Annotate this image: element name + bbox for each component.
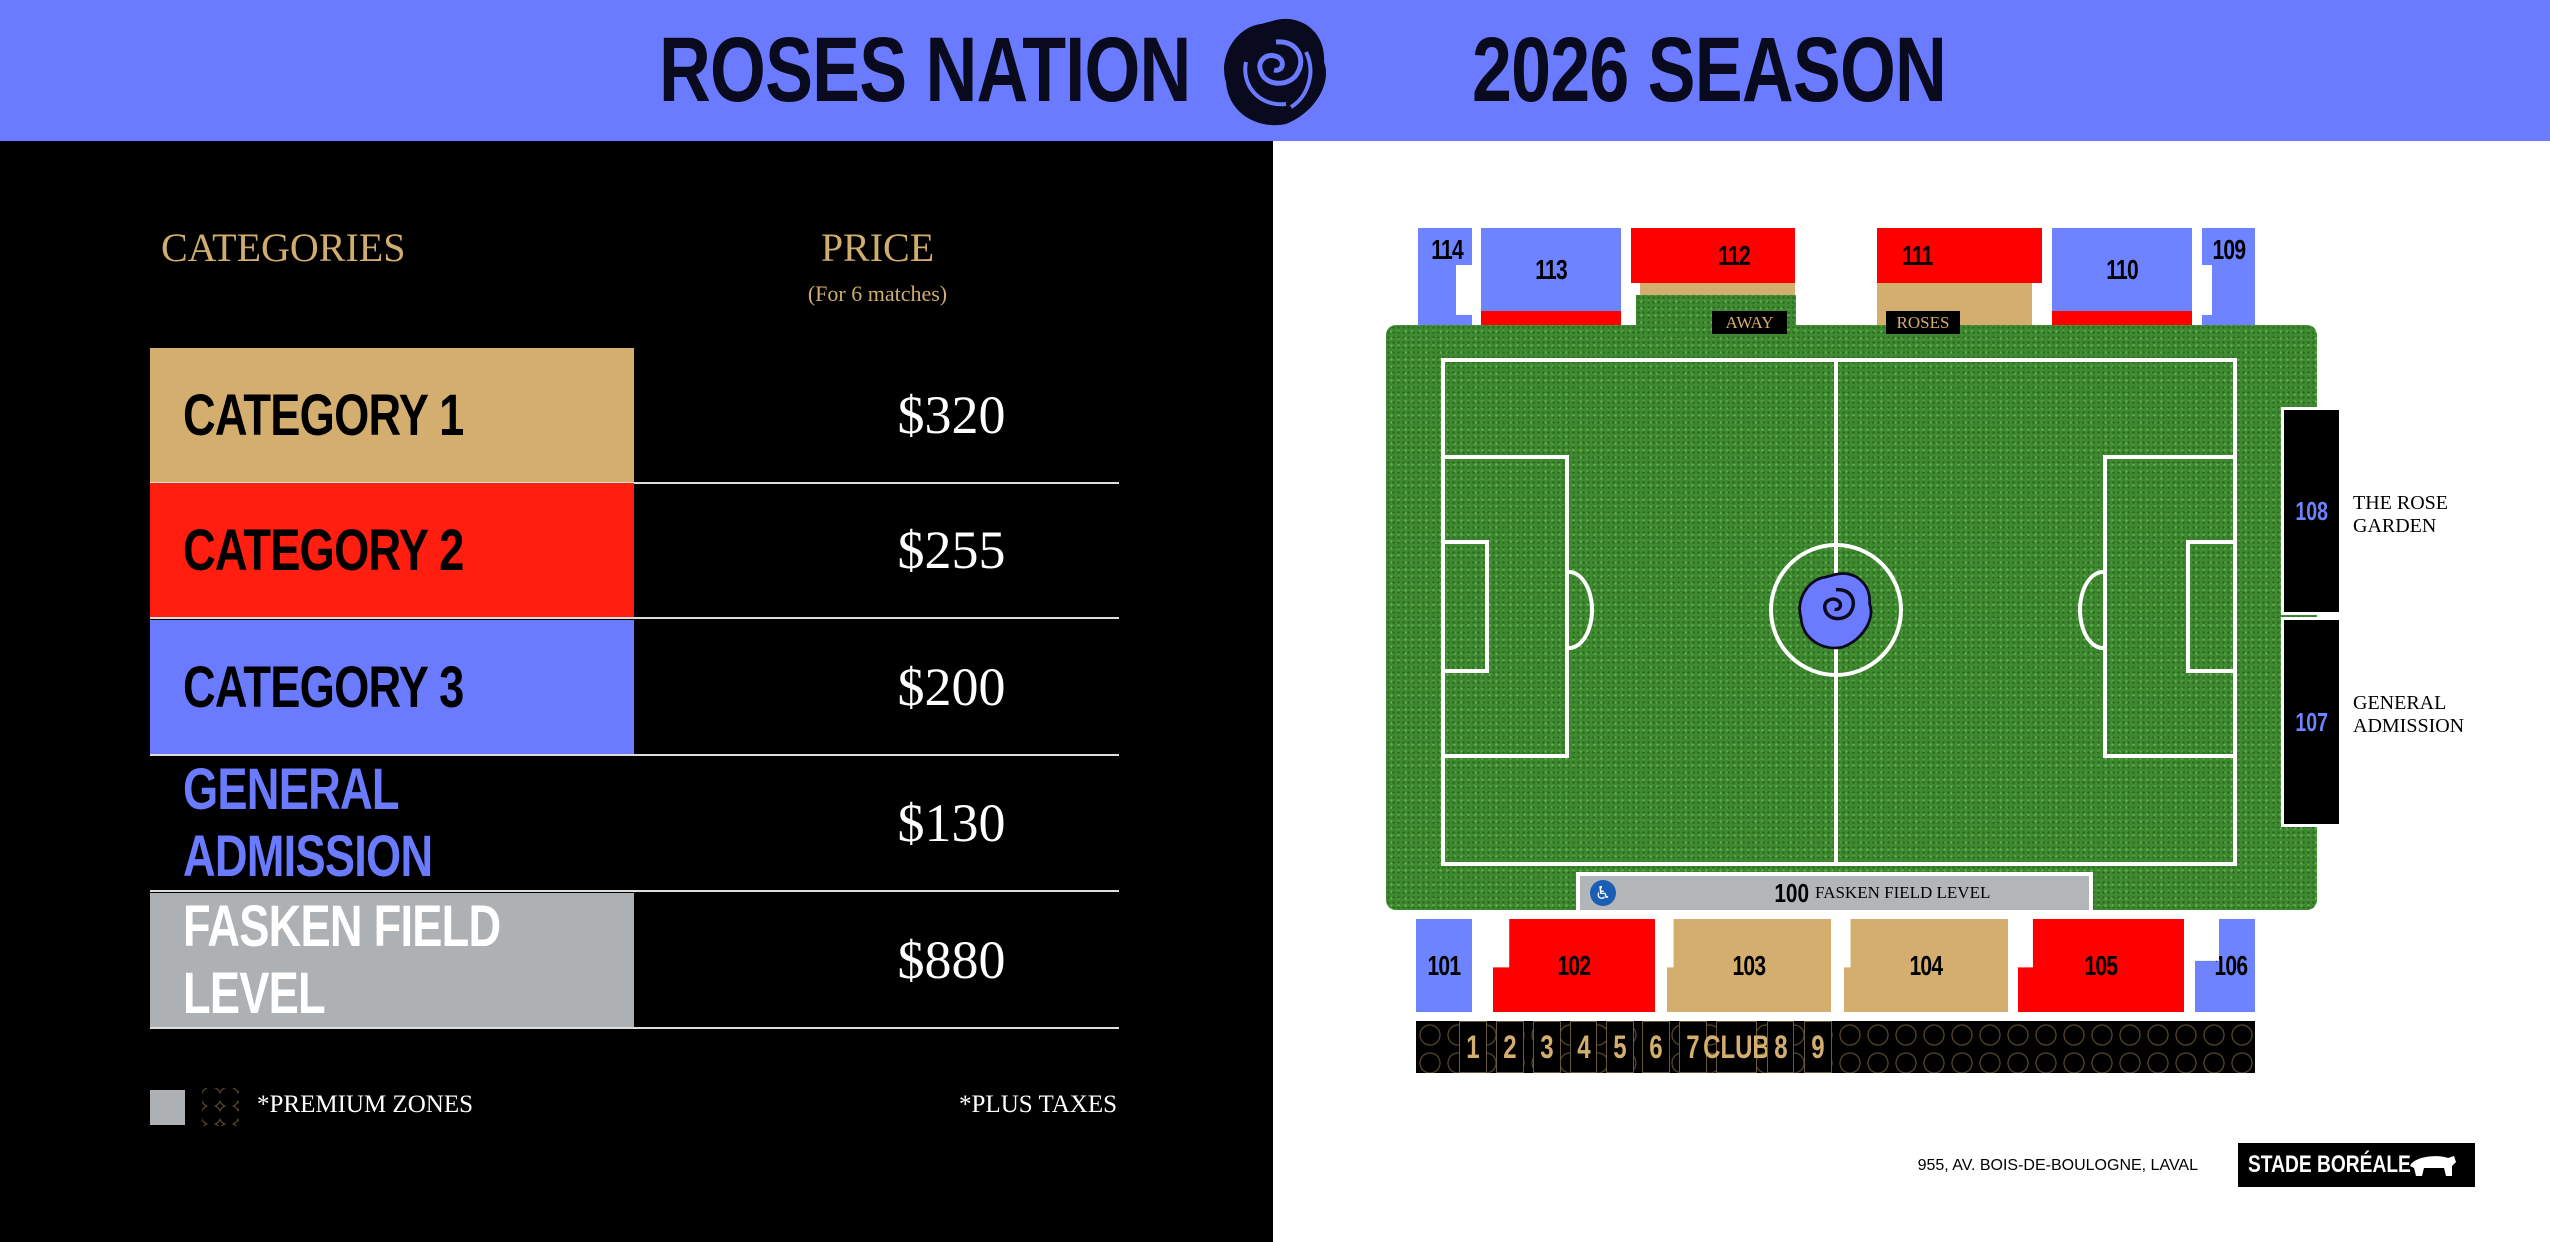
section-103[interactable]: 103 (1667, 919, 1831, 1012)
section-104[interactable]: 104 (1844, 919, 2008, 1012)
premium-zones-note: *PREMIUM ZONES (257, 1091, 473, 1118)
price-row: FASKEN FIELD LEVEL $880 (150, 893, 1119, 1029)
section-label: 112 (1718, 239, 1750, 271)
header-left-text: ROSES NATION (659, 19, 1191, 121)
category-price: $880 (897, 930, 1006, 990)
price-row: CATEGORY 2 $255 (150, 483, 1119, 619)
suite-label: 4 (1576, 1028, 1591, 1065)
suite-label: 3 (1540, 1028, 1554, 1065)
suite-label: 9 (1811, 1028, 1825, 1065)
premium-pattern-swatch (202, 1088, 239, 1126)
suite-label: 6 (1649, 1028, 1663, 1065)
section-113[interactable]: 113 (1481, 228, 1621, 325)
venue-logo-text: STADE BORÉALE (2248, 1151, 2411, 1178)
right-goal-box (2186, 540, 2237, 673)
suite-box[interactable]: 2 (1496, 1021, 1524, 1073)
rose-icon (1224, 18, 1327, 126)
category-price: $200 (897, 657, 1006, 717)
address: 955, AV. BOIS-DE-BOULOGNE, LAVAL (1917, 1157, 2198, 1174)
suite-box[interactable]: 5 (1606, 1021, 1634, 1073)
price-subheader: (For 6 matches) (807, 281, 948, 306)
section-110[interactable]: 110 (2052, 228, 2192, 325)
premium-gray-swatch (150, 1090, 185, 1125)
section-label: 102 (1557, 949, 1592, 981)
section-label: 107 (2295, 706, 2328, 737)
section-100-name: FASKEN FIELD LEVEL (1815, 883, 1991, 902)
suite-label: 7 (1686, 1028, 1700, 1065)
bear-icon (2410, 1156, 2456, 1176)
section-label: 108 (2295, 495, 2328, 526)
category-label-block: FASKEN FIELD LEVEL (150, 893, 634, 1027)
left-goal-box (1441, 540, 1489, 673)
section-label: 113 (1535, 253, 1567, 285)
suite-label: 2 (1503, 1028, 1517, 1065)
section-label: 111 (1902, 239, 1933, 271)
header-right-text: 2026 SEASON (1472, 19, 1947, 121)
section-label: 105 (2084, 949, 2119, 981)
section-label: 110 (2106, 253, 2138, 285)
suite-label: 1 (1466, 1028, 1480, 1065)
general-admission-label: GENERAL ADMISSION (2353, 692, 2465, 737)
header-title-left: ROSES NATION (659, 18, 1340, 123)
category-price: $255 (897, 520, 1006, 580)
section-100[interactable]: ♿ 100 FASKEN FIELD LEVEL (1576, 872, 2093, 910)
suite-box[interactable]: 8 (1767, 1021, 1794, 1073)
section-102[interactable]: 102 (1493, 919, 1655, 1012)
center-rose-icon (1798, 572, 1873, 650)
price-row: CATEGORY 3 $200 (150, 620, 1119, 756)
category-name: FASKEN FIELD LEVEL (183, 894, 501, 1026)
stade-boreale-logo: STADE BORÉALE (2238, 1143, 2475, 1187)
suite-box[interactable]: 1 (1459, 1021, 1487, 1073)
section-label: 104 (1909, 949, 1944, 981)
section-111[interactable]: 111 (1877, 228, 2042, 283)
category-label-block: CATEGORY 2 (150, 483, 634, 617)
section-label: 103 (1732, 949, 1767, 981)
section-notch (2202, 265, 2212, 315)
suite-box[interactable]: 9 (1804, 1021, 1832, 1073)
section-107[interactable]: 107 (2281, 617, 2342, 827)
section-112[interactable]: 112 (1631, 228, 1795, 283)
categories-header: CATEGORIES (161, 225, 406, 270)
section-105[interactable]: 105 (2018, 919, 2184, 1012)
section-108[interactable]: 108 (2281, 407, 2342, 615)
suite-box[interactable]: 4 (1570, 1021, 1597, 1073)
section-100-number: 100 (1774, 877, 1810, 908)
suite-box[interactable]: 7 (1679, 1021, 1707, 1073)
pricing-panel: CATEGORIES PRICE (For 6 matches) CATEGOR… (0, 141, 1273, 1242)
category-name: GENERAL ADMISSION (183, 757, 433, 889)
category-price: $320 (897, 385, 1006, 445)
section-label: 114 (1431, 234, 1463, 265)
header-banner: ROSES NATION 2026 SEASON (0, 0, 2550, 141)
section-notch (1456, 265, 1472, 315)
suite-box[interactable]: CLUB (1703, 1021, 1770, 1073)
price-row: GENERAL ADMISSION $130 (150, 756, 1119, 892)
rose-garden-label: THE ROSE GARDEN (2353, 492, 2448, 537)
section-101[interactable]: 101 (1416, 919, 1472, 1012)
category-name: CATEGORY 1 (183, 382, 464, 448)
wheelchair-icon: ♿ (1590, 880, 1616, 906)
price-row: CATEGORY 1 $320 (150, 348, 1119, 484)
soccer-field (1386, 295, 2317, 910)
price-header: PRICE (820, 225, 935, 270)
category-label-block: GENERAL ADMISSION (150, 756, 634, 890)
roses-bench-label: ROSES (1886, 311, 1960, 334)
away-bench-label: AWAY (1712, 311, 1787, 334)
plus-taxes-note: *PLUS TAXES (959, 1091, 1117, 1118)
suite-label: 5 (1613, 1028, 1627, 1065)
center-circle (1769, 543, 1903, 677)
section-label: 101 (1427, 949, 1462, 981)
section-label: 106 (2214, 949, 2249, 981)
category-label-block: CATEGORY 3 (150, 620, 634, 754)
header-title-right: 2026 SEASON (1472, 18, 2080, 123)
suite-box[interactable]: 6 (1642, 1021, 1670, 1073)
suite-box[interactable]: 3 (1533, 1021, 1561, 1073)
category-name: CATEGORY 2 (183, 517, 464, 583)
category-label-block: CATEGORY 1 (150, 348, 634, 482)
category-price: $130 (897, 793, 1006, 853)
suite-label: 8 (1773, 1028, 1788, 1065)
suite-label: CLUB (1703, 1028, 1770, 1065)
section-label: 109 (2212, 234, 2247, 265)
category-name: CATEGORY 3 (183, 654, 464, 720)
